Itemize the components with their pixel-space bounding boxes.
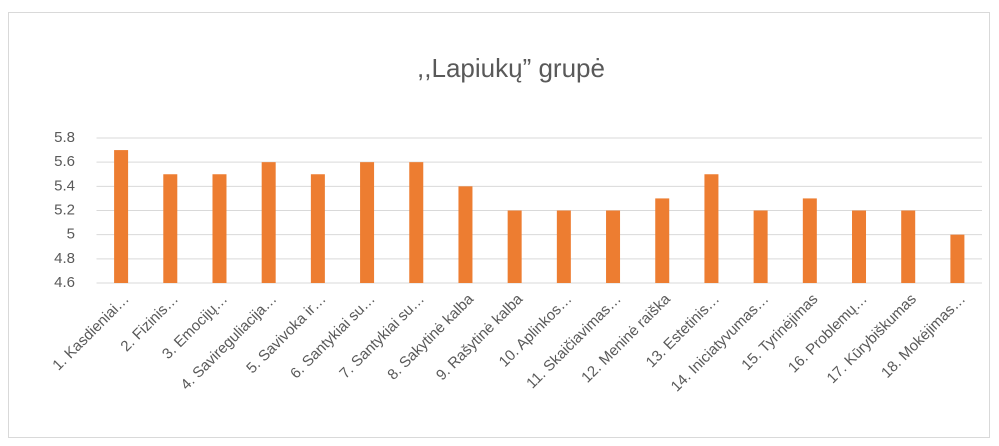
- chart-title: ,,Lapiukų” grupė: [417, 53, 605, 83]
- bar: [458, 186, 473, 283]
- y-tick-label: 5.4: [54, 177, 75, 194]
- y-tick-label: 5.2: [54, 201, 75, 218]
- bar: [556, 210, 571, 283]
- bar: [606, 210, 621, 283]
- bar: [704, 174, 719, 283]
- bar: [655, 198, 670, 283]
- bar: [802, 198, 817, 283]
- bar: [753, 210, 768, 283]
- bar: [360, 162, 375, 283]
- bar: [163, 174, 178, 283]
- y-tick-label: 4.8: [54, 250, 75, 267]
- bar: [310, 174, 325, 283]
- bar: [261, 162, 276, 283]
- bar: [212, 174, 227, 283]
- bar: [409, 162, 424, 283]
- y-tick-label: 5: [67, 226, 75, 243]
- y-tick-label: 5.8: [54, 129, 75, 146]
- bar: [950, 234, 965, 283]
- bar: [114, 150, 129, 283]
- bar: [901, 210, 916, 283]
- bar: [852, 210, 867, 283]
- y-tick-label: 4.6: [54, 274, 75, 291]
- y-tick-label: 5.6: [54, 153, 75, 170]
- bar: [507, 210, 522, 283]
